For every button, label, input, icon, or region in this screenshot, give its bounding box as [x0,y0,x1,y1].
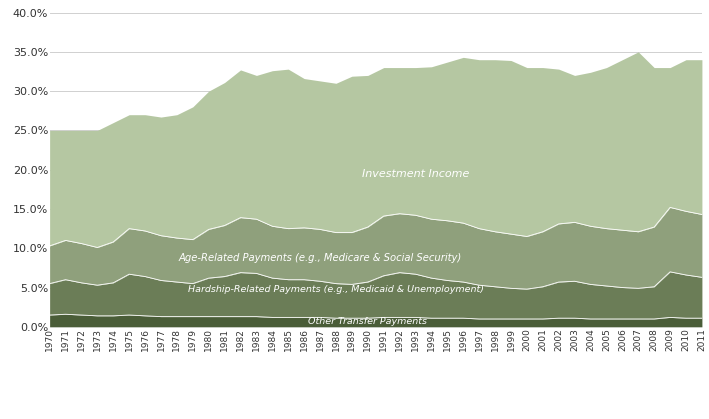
Text: Hardship-Related Payments (e.g., Medicaid & Unemployment): Hardship-Related Payments (e.g., Medicai… [188,285,484,295]
Text: Other Transfer Payments: Other Transfer Payments [308,317,428,326]
Text: Age-Related Payments (e.g., Medicare & Social Security): Age-Related Payments (e.g., Medicare & S… [179,253,462,263]
Text: Investment Income: Investment Income [362,168,469,178]
